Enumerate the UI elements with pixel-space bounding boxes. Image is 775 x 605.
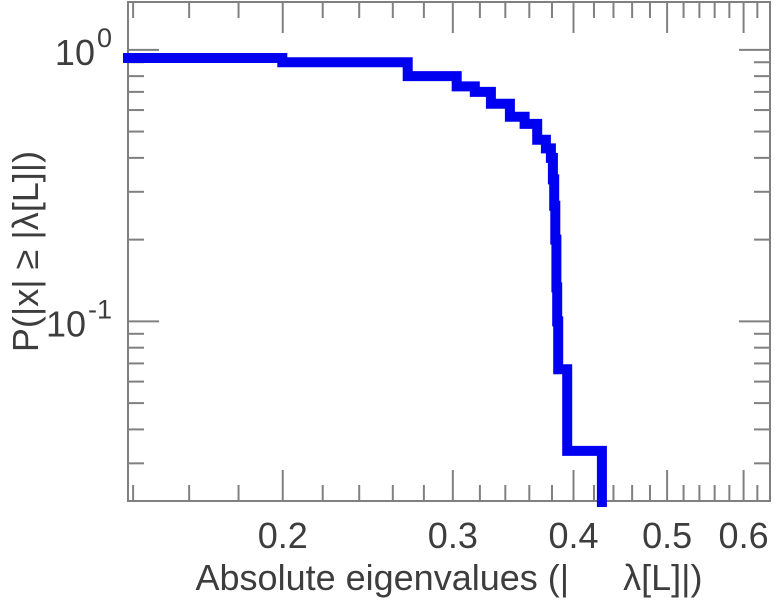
ccdf-curve: [123, 53, 607, 507]
y-tick-label: 100: [55, 23, 112, 73]
x-tick-label: 0.2: [258, 515, 308, 556]
y-tick-labels: 100 10-1: [46, 23, 112, 345]
y-tick-label: 10-1: [46, 294, 112, 344]
x-tick-label: 0.3: [428, 515, 478, 556]
x-tick-labels: 0.2 0.3 0.4 0.5 0.6: [258, 515, 769, 556]
x-tick-label: 0.6: [719, 515, 769, 556]
plot-frame: [127, 1, 771, 502]
ccdf-step-line: [123, 53, 607, 507]
x-axis-title: Absolute eigenvalues (| λ[L]|): [196, 557, 703, 598]
x-tick-label: 0.4: [548, 515, 598, 556]
x-tick-label: 0.5: [642, 515, 692, 556]
axis-ticks: [128, 2, 770, 501]
y-axis-title: P(|x| ≥ |λ[L]|): [5, 151, 46, 352]
